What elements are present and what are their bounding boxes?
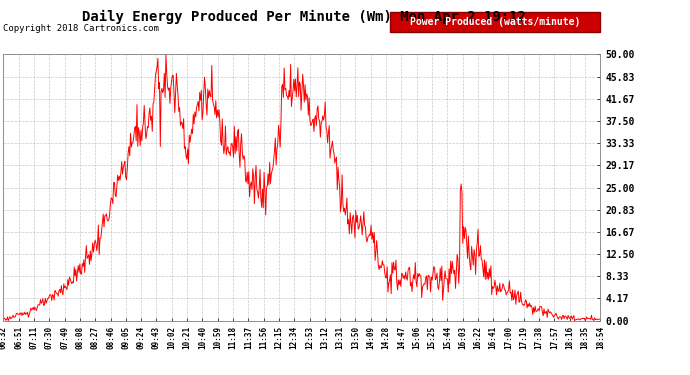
- Text: Daily Energy Produced Per Minute (Wm) Mon Apr 2 19:12: Daily Energy Produced Per Minute (Wm) Mo…: [81, 9, 526, 24]
- Text: Power Produced (watts/minute): Power Produced (watts/minute): [410, 17, 580, 27]
- Text: Copyright 2018 Cartronics.com: Copyright 2018 Cartronics.com: [3, 24, 159, 33]
